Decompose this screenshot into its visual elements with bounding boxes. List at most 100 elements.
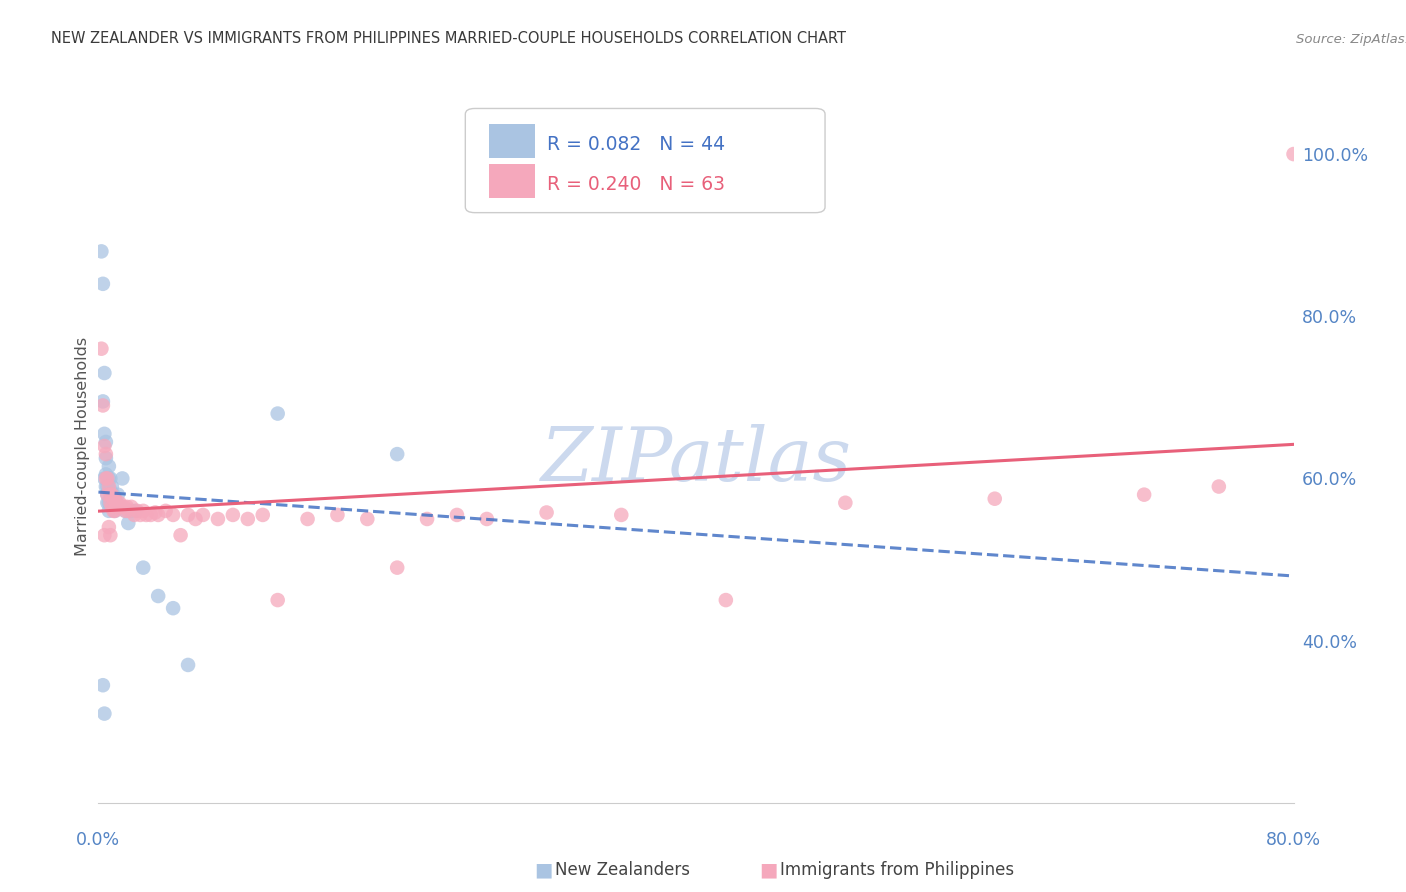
Point [97, 459, 120, 474]
Text: R = 0.082   N = 44: R = 0.082 N = 44 [547, 135, 724, 153]
Point [91, 399, 114, 413]
Point [267, 593, 290, 607]
Point [124, 508, 146, 522]
Point [94, 447, 117, 461]
Point [101, 500, 124, 514]
Point [105, 496, 128, 510]
Point [112, 500, 135, 514]
Point [93, 471, 115, 485]
Text: NEW ZEALANDER VS IMMIGRANTS FROM PHILIPPINES MARRIED-COUPLE HOUSEHOLDS CORRELATI: NEW ZEALANDER VS IMMIGRANTS FROM PHILIPP… [51, 31, 845, 46]
Point [1282, 147, 1305, 161]
Point [385, 560, 409, 574]
Point [139, 508, 162, 522]
Point [416, 512, 439, 526]
Text: Immigrants from Philippines: Immigrants from Philippines [780, 861, 1015, 879]
Point [97, 504, 120, 518]
Point [162, 601, 184, 615]
Point [267, 407, 290, 421]
Point [101, 488, 124, 502]
Point [104, 491, 127, 506]
Point [98, 471, 122, 485]
Point [97, 496, 120, 510]
Point [96, 479, 118, 493]
Point [834, 496, 856, 510]
Text: Source: ZipAtlas.com: Source: ZipAtlas.com [1296, 33, 1406, 46]
Text: 80.0%: 80.0% [1265, 831, 1322, 849]
Text: ■: ■ [759, 860, 778, 880]
Point [93, 439, 115, 453]
Point [120, 500, 142, 514]
Point [90, 244, 112, 259]
Point [98, 496, 122, 510]
Point [129, 508, 152, 522]
Point [91, 678, 114, 692]
Point [110, 500, 132, 514]
Point [104, 504, 127, 518]
Point [97, 483, 120, 498]
Point [536, 506, 558, 520]
Point [1133, 488, 1156, 502]
Point [114, 504, 136, 518]
Point [97, 479, 120, 493]
Bar [489, 124, 534, 159]
Point [252, 508, 274, 522]
Point [108, 496, 131, 510]
Point [103, 504, 125, 518]
Point [120, 504, 142, 518]
Point [385, 447, 409, 461]
Point [91, 394, 114, 409]
FancyBboxPatch shape [465, 109, 825, 212]
Point [94, 434, 117, 449]
Y-axis label: Married-couple Households: Married-couple Households [75, 336, 90, 556]
Point [127, 504, 149, 518]
Text: 0.0%: 0.0% [76, 831, 121, 849]
Point [191, 508, 214, 522]
Point [94, 479, 117, 493]
Bar [489, 164, 534, 198]
Point [96, 488, 118, 502]
Point [297, 512, 319, 526]
Point [155, 504, 177, 518]
Text: ■: ■ [534, 860, 553, 880]
Text: R = 0.240   N = 63: R = 0.240 N = 63 [547, 175, 724, 194]
Point [177, 508, 200, 522]
Point [98, 496, 122, 510]
Point [356, 512, 378, 526]
Point [93, 366, 115, 380]
Point [984, 491, 1007, 506]
Point [184, 512, 207, 526]
Point [207, 512, 229, 526]
Point [1208, 479, 1230, 493]
Point [115, 500, 138, 514]
Point [132, 560, 155, 574]
Point [94, 467, 117, 482]
Point [98, 528, 122, 542]
Point [94, 471, 117, 485]
Point [107, 500, 129, 514]
Point [110, 500, 132, 514]
Point [104, 504, 127, 518]
Point [96, 496, 118, 510]
Point [101, 496, 124, 510]
Point [162, 508, 184, 522]
Point [96, 488, 118, 502]
Point [446, 508, 468, 522]
Point [714, 593, 737, 607]
Point [111, 471, 134, 485]
Point [94, 451, 117, 466]
Point [143, 506, 166, 520]
Point [98, 483, 122, 498]
Point [117, 504, 139, 518]
Point [97, 471, 120, 485]
Point [236, 512, 259, 526]
Point [177, 657, 200, 672]
Point [98, 488, 122, 502]
Point [91, 277, 114, 291]
Point [148, 589, 170, 603]
Point [132, 504, 155, 518]
Point [114, 504, 136, 518]
Point [104, 491, 127, 506]
Point [97, 520, 120, 534]
Point [111, 500, 134, 514]
Point [103, 488, 125, 502]
